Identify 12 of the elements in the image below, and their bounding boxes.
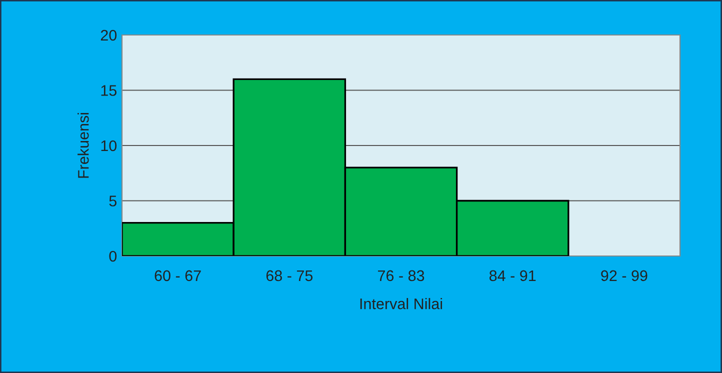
y-tick-label: 20 bbox=[100, 30, 117, 41]
x-tick-label: 92 - 99 bbox=[601, 270, 648, 282]
x-tick-label: 76 - 83 bbox=[378, 270, 424, 282]
y-tick-label: 15 bbox=[101, 85, 116, 96]
y-tick-label: 10 bbox=[101, 140, 117, 152]
y-tick-label: 0 bbox=[109, 250, 117, 262]
x-tick-label: 84 - 91 bbox=[489, 270, 536, 282]
x-tick-label: 68 - 75 bbox=[266, 270, 313, 282]
y-axis-title: Frekuensi bbox=[78, 112, 89, 178]
x-axis-title: Interval Nilai bbox=[360, 298, 442, 310]
y-tick-label: 5 bbox=[109, 196, 116, 206]
x-tick-label: 60 - 67 bbox=[154, 270, 201, 282]
